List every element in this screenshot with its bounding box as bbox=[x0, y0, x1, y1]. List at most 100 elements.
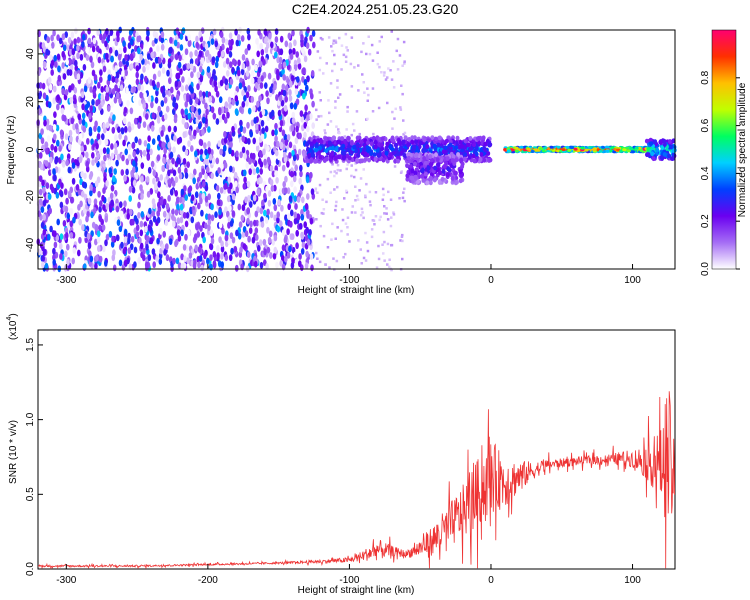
spectrogram-cell bbox=[238, 221, 243, 229]
spectrogram-cell bbox=[228, 32, 233, 39]
spectrogram-cell bbox=[604, 145, 609, 149]
spectrogram-cell bbox=[556, 149, 561, 153]
spectrogram-cell bbox=[98, 255, 103, 263]
spectrogram-cell bbox=[56, 103, 60, 111]
spectrogram-cell bbox=[229, 220, 234, 227]
spectrogram-cell bbox=[279, 35, 284, 43]
spectrogram-cell bbox=[185, 84, 189, 92]
spectrogram-cell bbox=[198, 30, 202, 38]
spectrogram-cell bbox=[308, 147, 313, 153]
spectrogram-cell bbox=[246, 251, 251, 258]
spectrogram-cell bbox=[94, 238, 98, 246]
spectrogram-cell bbox=[217, 167, 221, 174]
spectrogram-cell bbox=[254, 227, 259, 235]
spectrogram-cell bbox=[242, 183, 247, 190]
spectrogram-cell bbox=[359, 248, 362, 251]
spectrogram-cell bbox=[64, 250, 68, 258]
spectrogram-cell bbox=[344, 60, 348, 63]
spectrogram-cell bbox=[128, 186, 133, 193]
spectrogram-cell bbox=[173, 39, 178, 47]
spectrogram-cell bbox=[350, 211, 354, 214]
spectrogram-cell bbox=[204, 195, 209, 203]
spectrogram-cell bbox=[345, 167, 348, 171]
spectrogram-cell bbox=[193, 259, 197, 267]
spectrogram-cell bbox=[342, 151, 347, 156]
spectrogram-cell bbox=[42, 92, 47, 100]
spectrogram-cell bbox=[341, 218, 345, 222]
spectrogram-cell bbox=[340, 229, 343, 233]
spectrogram-cell bbox=[556, 145, 561, 149]
spectrogram-cell bbox=[402, 40, 406, 44]
spectrogram-cell bbox=[284, 95, 289, 103]
spectrogram-cell bbox=[110, 55, 114, 63]
spectrogram-cell bbox=[159, 227, 163, 235]
spectrogram-cell bbox=[64, 205, 69, 213]
spectrogram-cell bbox=[290, 180, 294, 188]
spectrogram-cell bbox=[670, 156, 675, 161]
spectrogram-cell bbox=[302, 67, 306, 75]
spectrogram-cell bbox=[152, 177, 156, 185]
spectrogram-cell bbox=[161, 124, 165, 132]
spectrogram-cell bbox=[331, 163, 334, 166]
spectrogram-cell bbox=[273, 246, 278, 254]
spectrogram-cell bbox=[399, 239, 402, 242]
spectrogram-cell bbox=[334, 39, 337, 42]
spectrogram-cell bbox=[89, 255, 94, 263]
spectrogram-cell bbox=[237, 69, 241, 77]
spectrogram-cell bbox=[124, 54, 128, 61]
spectrogram-cell bbox=[200, 264, 204, 272]
spectrogram-cell bbox=[274, 51, 278, 59]
spectrogram-cell bbox=[388, 152, 393, 158]
spectrogram-cell bbox=[215, 55, 219, 63]
spectrogram-cell bbox=[205, 158, 209, 166]
spectrogram-cell bbox=[126, 100, 130, 107]
spectrogram-cell bbox=[235, 186, 239, 194]
spectrogram-cell bbox=[155, 255, 159, 262]
spectrogram-cell bbox=[281, 129, 286, 137]
spectrogram-cell bbox=[479, 152, 484, 157]
spectrogram-cell bbox=[405, 163, 410, 169]
snr-traces bbox=[37, 391, 675, 570]
spectrogram-cell bbox=[144, 75, 148, 83]
spectrogram-cell bbox=[237, 203, 242, 211]
spectrogram-cell bbox=[460, 143, 464, 149]
spectrogram-cell bbox=[270, 109, 275, 117]
spectrogram-cell bbox=[483, 147, 488, 153]
spectrogram-cell bbox=[217, 140, 221, 148]
spectrogram-cell bbox=[280, 99, 285, 107]
spectrogram-cell bbox=[42, 199, 47, 207]
spectrogram-cell bbox=[142, 247, 146, 255]
spectrogram-cell bbox=[50, 143, 54, 151]
spectrogram-cell bbox=[300, 41, 304, 48]
spectrogram-cell bbox=[394, 157, 397, 161]
spectrogram-cell bbox=[655, 147, 660, 153]
spectrogram-cell bbox=[132, 160, 136, 167]
spectrogram-cell bbox=[466, 142, 470, 148]
spectrogram-cell bbox=[194, 191, 199, 199]
spectrogram-cell bbox=[368, 52, 372, 56]
spectrogram-cell bbox=[266, 208, 270, 216]
spectrogram-cell bbox=[217, 50, 221, 58]
spectrogram-cell bbox=[73, 38, 77, 46]
spectrogram-cell bbox=[363, 91, 366, 94]
spectrogram-cell bbox=[69, 106, 74, 114]
spectrogram-cell bbox=[138, 99, 142, 107]
spectrogram-cell bbox=[185, 212, 190, 219]
spectrogram-cell bbox=[89, 184, 93, 191]
spectrogram-cell bbox=[173, 116, 178, 124]
spectrogram-cell bbox=[438, 151, 443, 157]
spectrogram-cell bbox=[358, 132, 361, 136]
spectrogram-cell bbox=[425, 144, 430, 149]
spectrogram-cell bbox=[135, 65, 140, 72]
spectrogram-cell bbox=[321, 38, 324, 41]
spectrogram-cell bbox=[261, 108, 266, 116]
spectrogram-cell bbox=[110, 152, 115, 160]
spectrogram-cell bbox=[295, 51, 300, 58]
spectrogram-cell bbox=[160, 100, 165, 107]
spectrogram-cell bbox=[406, 142, 411, 148]
spectrogram-cell bbox=[69, 208, 73, 216]
spectrogram-cell bbox=[228, 205, 232, 212]
spectrogram-cell bbox=[319, 99, 322, 102]
colorbar-tick-label: 0.4 bbox=[700, 166, 711, 180]
